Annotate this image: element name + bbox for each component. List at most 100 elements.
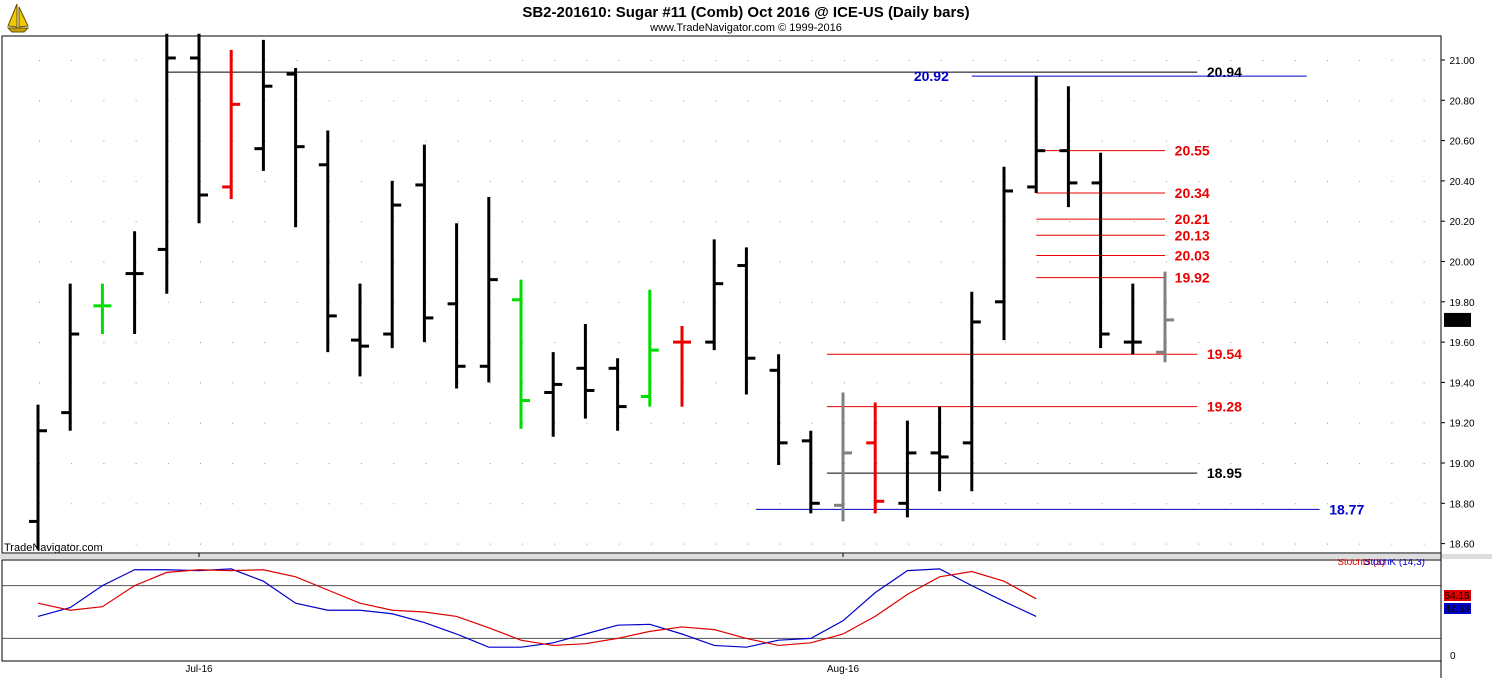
grid-dot bbox=[1423, 463, 1425, 464]
grid-dot bbox=[1391, 261, 1393, 263]
grid-dot bbox=[39, 140, 40, 142]
grid-dot bbox=[650, 261, 652, 263]
grid-dot bbox=[747, 543, 749, 545]
grid-dot bbox=[844, 60, 845, 61]
ohlc-bar bbox=[29, 404, 47, 550]
grid-dot bbox=[1069, 382, 1071, 384]
grid-dot bbox=[425, 463, 427, 464]
grid-dot bbox=[361, 180, 362, 182]
grid-dot bbox=[393, 140, 395, 142]
grid-dot bbox=[1198, 503, 1200, 505]
ohlc-bar bbox=[962, 291, 981, 492]
grid-dot bbox=[811, 382, 813, 384]
sailboat-logo-icon bbox=[6, 3, 30, 33]
tradenavigator-logo-icon bbox=[0, 0, 1, 1]
grid-dot bbox=[554, 180, 556, 182]
grid-dot bbox=[1069, 463, 1071, 464]
grid-dot bbox=[361, 382, 362, 384]
grid-dot bbox=[1166, 503, 1167, 505]
grid-dot bbox=[1133, 60, 1135, 61]
grid-dot bbox=[908, 261, 910, 263]
grid-dot bbox=[103, 382, 105, 384]
grid-dot bbox=[1423, 140, 1425, 142]
grid-dot bbox=[1037, 261, 1039, 263]
grid-dot bbox=[747, 180, 749, 182]
grid-dot bbox=[328, 463, 330, 464]
ohlc-bar bbox=[898, 420, 917, 518]
grid-dot bbox=[522, 180, 523, 182]
grid-dot bbox=[747, 100, 749, 102]
grid-dot bbox=[1327, 503, 1328, 505]
grid-dot bbox=[650, 180, 652, 182]
grid-dot bbox=[715, 422, 717, 424]
grid-dot bbox=[1101, 422, 1103, 424]
grid-dot bbox=[39, 221, 40, 223]
grid-dot bbox=[1198, 100, 1200, 102]
grid-dot bbox=[71, 100, 73, 102]
ohlc-bar bbox=[1027, 76, 1046, 193]
grid-dot bbox=[167, 301, 169, 303]
grid-dot bbox=[586, 422, 588, 424]
grid-dot bbox=[103, 180, 105, 182]
grid-dot bbox=[1133, 140, 1135, 142]
grid-dot bbox=[618, 60, 620, 61]
grid-dot bbox=[1327, 261, 1328, 263]
grid-dot bbox=[1327, 543, 1328, 545]
grid-dot bbox=[425, 60, 427, 61]
grid-dot bbox=[811, 342, 813, 344]
grid-dot bbox=[457, 140, 459, 142]
grid-dot bbox=[135, 422, 137, 424]
grid-dot bbox=[650, 221, 652, 223]
grid-dot bbox=[103, 422, 105, 424]
ohlc-bar bbox=[512, 279, 530, 429]
grid-dot bbox=[39, 180, 40, 182]
grid-dot bbox=[1166, 60, 1167, 61]
grid-dot bbox=[296, 463, 298, 464]
grid-dot bbox=[200, 422, 201, 424]
grid-dot bbox=[1294, 503, 1296, 505]
grid-dot bbox=[457, 463, 459, 464]
grid-dot bbox=[683, 60, 684, 61]
grid-dot bbox=[1294, 463, 1296, 464]
grid-dot bbox=[39, 342, 40, 344]
grid-dot bbox=[1005, 140, 1006, 142]
ohlc-bar bbox=[254, 39, 273, 171]
y-tick-label: 19.20 bbox=[1449, 419, 1474, 430]
grid-dot bbox=[1230, 261, 1232, 263]
grid-dot bbox=[1005, 503, 1006, 505]
grid-dot bbox=[1133, 463, 1135, 464]
grid-dot bbox=[361, 503, 362, 505]
grid-dot bbox=[393, 503, 395, 505]
grid-dot bbox=[1230, 60, 1232, 61]
grid-dot bbox=[1166, 463, 1167, 464]
grid-dot bbox=[1327, 382, 1328, 384]
grid-dot bbox=[1133, 543, 1135, 545]
grid-dot bbox=[489, 503, 491, 505]
grid-dot bbox=[1262, 422, 1264, 424]
grid-dot bbox=[554, 140, 556, 142]
grid-dot bbox=[715, 503, 717, 505]
grid-dot bbox=[393, 422, 395, 424]
grid-dot bbox=[103, 221, 105, 223]
y-tick-label: 18.80 bbox=[1449, 499, 1474, 510]
grid-dot bbox=[1037, 463, 1039, 464]
grid-dot bbox=[1423, 100, 1425, 102]
grid-dot bbox=[747, 422, 749, 424]
grid-dot bbox=[683, 221, 684, 223]
grid-dot bbox=[1327, 342, 1328, 344]
ohlc-bar bbox=[866, 402, 885, 514]
grid-dot bbox=[586, 543, 588, 545]
grid-dot bbox=[1391, 180, 1393, 182]
grid-dot bbox=[683, 422, 684, 424]
level-label: 19.92 bbox=[1175, 270, 1210, 286]
level-label: 18.95 bbox=[1207, 465, 1242, 481]
grid-dot bbox=[393, 463, 395, 464]
ohlc-bar bbox=[608, 358, 627, 431]
grid-dot bbox=[489, 422, 491, 424]
grid-dot bbox=[1262, 543, 1264, 545]
grid-dot bbox=[940, 60, 942, 61]
grid-dot bbox=[1423, 221, 1425, 223]
grid-dot bbox=[71, 221, 73, 223]
grid-dot bbox=[1423, 301, 1425, 303]
